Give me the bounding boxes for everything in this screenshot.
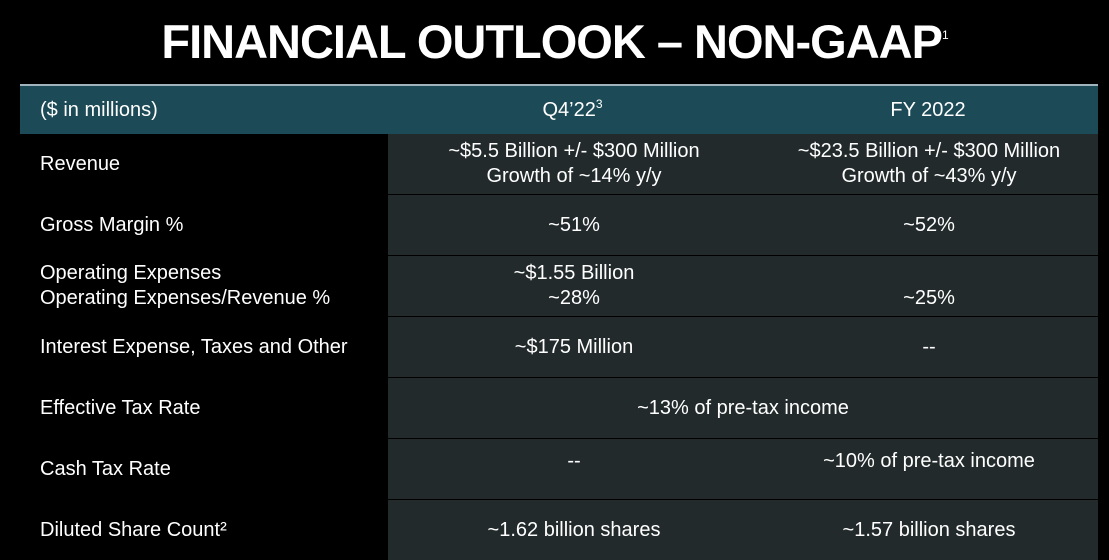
header-q4-footnote: 3: [595, 96, 603, 111]
row-label: Effective Tax Rate: [20, 378, 386, 438]
slide-title: FINANCIAL OUTLOOK – NON-GAAP1: [0, 14, 1109, 69]
row-q4-value: --: [388, 439, 760, 499]
row-fy-value: ~25%: [760, 256, 1098, 316]
row-label: Cash Tax Rate: [20, 439, 386, 499]
table-row-cash-tax-rate: Cash Tax Rate -- ~10% of pre-tax income: [20, 438, 1098, 499]
row-q4-value: ~$5.5 Billion +/- $300 Million Growth of …: [388, 134, 760, 194]
row-q4-value: ~$1.55 Billion ~28%: [388, 256, 760, 316]
table-row-gross-margin: Gross Margin % ~51% ~52%: [20, 194, 1098, 255]
row-combined-value: ~13% of pre-tax income: [388, 378, 1098, 438]
row-q4-value: ~1.62 billion shares: [388, 500, 760, 560]
row-label: Operating Expenses Operating Expenses/Rev…: [20, 256, 386, 316]
row-q4-value: ~$175 Million: [388, 317, 760, 377]
table-header: ($ in millions) Q4’223 FY 2022: [20, 86, 1098, 134]
table-row-interest-expense: Interest Expense, Taxes and Other ~$175 …: [20, 316, 1098, 377]
table-row-effective-tax-rate: Effective Tax Rate ~13% of pre-tax incom…: [20, 377, 1098, 438]
header-q4: Q4’223: [387, 96, 758, 122]
row-fy-value: ~$23.5 Billion +/- $300 Million Growth of…: [760, 134, 1098, 194]
outlook-table: ($ in millions) Q4’223 FY 2022 Revenue ~…: [20, 84, 1098, 560]
row-fy-value: ~52%: [760, 195, 1098, 255]
row-label: Interest Expense, Taxes and Other: [20, 317, 386, 377]
table-row-diluted-share-count: Diluted Share Count² ~1.62 billion share…: [20, 499, 1098, 560]
header-units: ($ in millions): [40, 98, 158, 121]
table-top-rule: [20, 84, 1098, 86]
row-label: Gross Margin %: [20, 195, 386, 255]
table-row-revenue: Revenue ~$5.5 Billion +/- $300 Million Gr…: [20, 134, 1098, 194]
row-fy-value: ~1.57 billion shares: [760, 500, 1098, 560]
row-q4-value: ~51%: [388, 195, 760, 255]
row-fy-value: --: [760, 317, 1098, 377]
row-fy-value: ~10% of pre-tax income: [760, 439, 1098, 499]
header-q4-label: Q4’22: [542, 98, 596, 121]
row-label: Diluted Share Count²: [20, 500, 386, 560]
title-footnote: 1: [941, 28, 949, 42]
title-text: FINANCIAL OUTLOOK – NON-GAAP: [161, 15, 943, 68]
header-fy: FY 2022: [890, 98, 966, 121]
table-row-operating-expenses: Operating Expenses Operating Expenses/Rev…: [20, 255, 1098, 316]
row-label: Revenue: [20, 134, 386, 194]
